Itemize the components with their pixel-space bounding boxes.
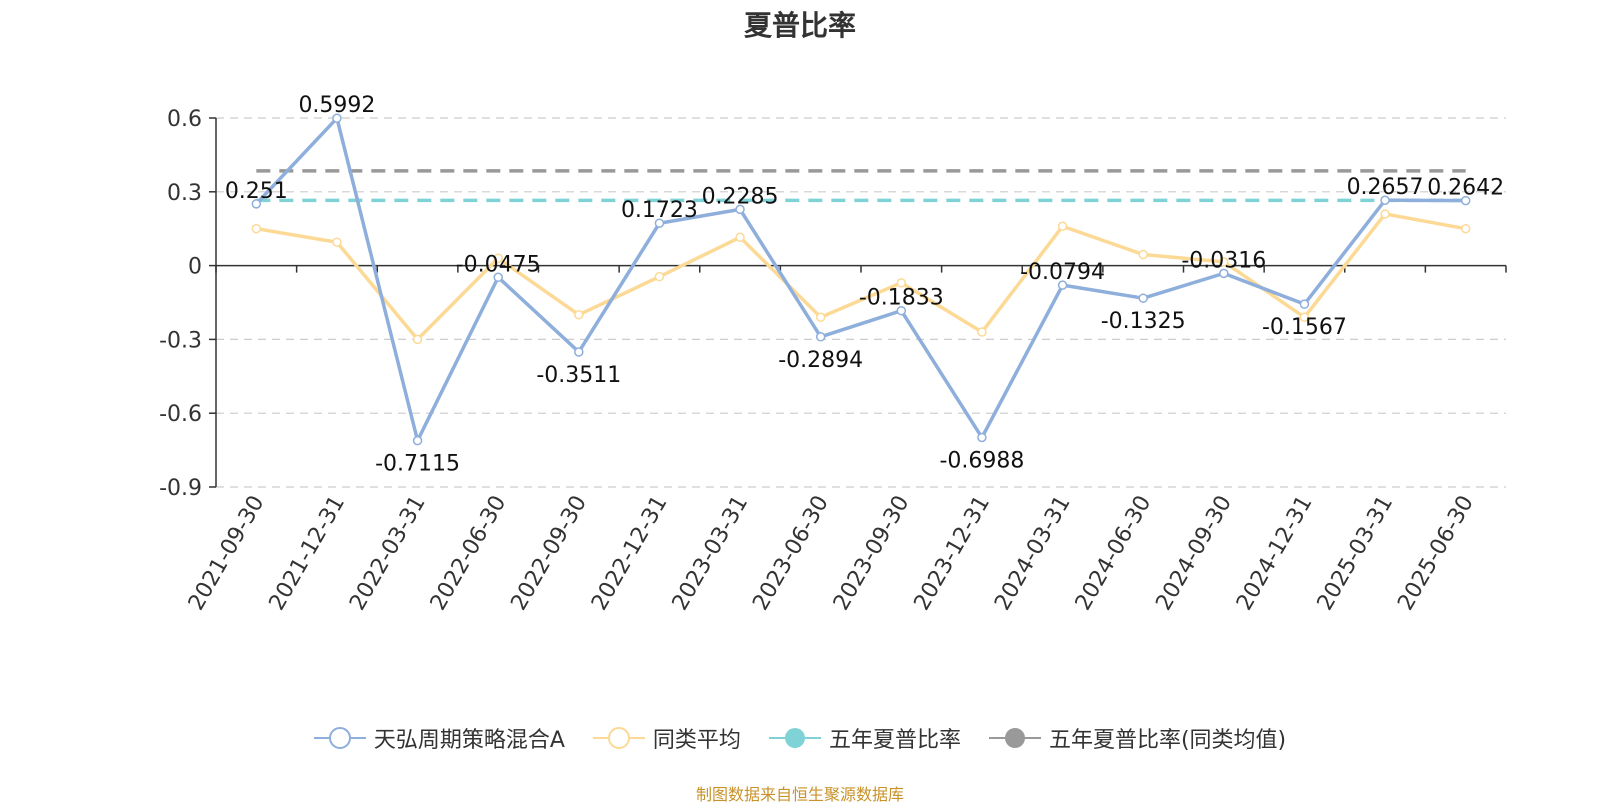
- y-tick-label: -0.9: [159, 476, 202, 501]
- x-tick-label: 2021-09-30: [184, 492, 270, 615]
- x-tick-label: 2023-03-31: [668, 492, 754, 615]
- peer-average-point: [493, 253, 503, 263]
- legend-label-five-year-peer: 五年夏普比率(同类均值): [1048, 728, 1287, 753]
- fund-point: [815, 332, 826, 342]
- legend-marker-peer-icon: [592, 727, 645, 749]
- chart-title: 夏普比率: [743, 9, 856, 42]
- x-tick-label: 2023-12-31: [910, 492, 996, 615]
- fund-data-label: 0.1723: [621, 198, 698, 223]
- legend-marker-five-year-icon: [768, 728, 821, 748]
- peer-average-point: [1299, 312, 1310, 323]
- fund-line: [255, 116, 1466, 443]
- legend-item-peer[interactable]: 同类平均: [592, 722, 741, 754]
- legend-label-peer: 同类平均: [652, 728, 741, 753]
- fund-point: [1057, 280, 1068, 290]
- y-tick-label: 0.6: [167, 107, 202, 132]
- legend: 天弘周期策略混合A 同类平均 五年夏普比率 五年夏普比率(同类均值): [0, 722, 1600, 754]
- x-tick-label: 2025-03-31: [1313, 492, 1399, 615]
- legend-label-five-year: 五年夏普比率: [828, 728, 961, 753]
- fund-point: [251, 199, 262, 209]
- fund-data-label: -0.1325: [1101, 309, 1186, 334]
- fund-data-label: -0.1567: [1262, 315, 1347, 340]
- peer-average-point: [977, 327, 987, 337]
- y-tick-label: -0.3: [159, 328, 202, 353]
- peer-average-point: [1460, 223, 1471, 234]
- fund-point: [332, 113, 342, 123]
- fund-data-label: -0.0316: [1181, 248, 1266, 273]
- x-tick-label: 2025-06-30: [1393, 492, 1479, 615]
- peer-average-point: [251, 223, 262, 234]
- peer-average-point: [574, 310, 584, 320]
- peer-average-point: [412, 334, 423, 345]
- fund-data-label: 0.5992: [298, 93, 375, 118]
- fund-data-label: -0.3511: [536, 363, 621, 388]
- fund-point: [896, 305, 907, 316]
- fund-point: [412, 435, 423, 446]
- fund-data-label: -0.0475: [456, 252, 541, 277]
- fund-data-label: 0.2285: [702, 184, 779, 209]
- fund-point: [493, 272, 503, 283]
- source-note: 制图数据来自恒生聚源数据库: [695, 785, 904, 804]
- legend-marker-fund-icon: [313, 727, 366, 749]
- fund-point: [1460, 195, 1471, 206]
- peer-average-point: [654, 271, 665, 282]
- legend-item-fund[interactable]: 天弘周期策略混合A: [313, 722, 565, 754]
- fund-data-label: -0.0794: [1020, 260, 1105, 285]
- x-tick-label: 2022-06-30: [426, 492, 512, 615]
- y-tick-label: 0: [188, 255, 202, 280]
- fund-data-label: -0.2894: [778, 348, 863, 373]
- legend-item-five-year[interactable]: 五年夏普比率: [768, 722, 961, 754]
- legend-label-fund: 天弘周期策略混合A: [373, 728, 565, 753]
- fund-data-label: -0.7115: [375, 452, 460, 477]
- x-tick-label: 2023-09-30: [829, 492, 915, 615]
- fund-point: [735, 204, 745, 215]
- x-tick-label: 2024-06-30: [1071, 492, 1157, 615]
- peer-average-point: [735, 232, 745, 243]
- peer-average-point: [896, 278, 907, 288]
- fund-data-label: -0.1833: [859, 286, 944, 311]
- peer-average-point: [332, 237, 342, 247]
- fund-point: [654, 218, 665, 228]
- legend-marker-five-year-peer-icon: [988, 728, 1041, 748]
- fund-data-label: -0.6988: [939, 449, 1024, 474]
- peer-average-point: [1138, 249, 1148, 260]
- legend-item-five-year-peer[interactable]: 五年夏普比率(同类均值): [988, 722, 1287, 754]
- y-tick-label: -0.6: [159, 402, 202, 427]
- fund-point: [1138, 293, 1148, 303]
- peer-average-point: [1380, 209, 1390, 219]
- x-tick-label: 2021-12-31: [265, 492, 351, 615]
- fund-point: [1219, 268, 1229, 279]
- fund-data-label: 0.2642: [1427, 176, 1504, 201]
- fund-point: [1380, 195, 1390, 205]
- peer-average-point: [1057, 221, 1068, 231]
- x-tick-label: 2022-03-31: [345, 492, 431, 615]
- y-tick-label: 0.3: [167, 181, 202, 206]
- fund-data-label: 0.2657: [1347, 175, 1424, 200]
- fund-point: [977, 432, 987, 443]
- x-tick-label: 2022-09-30: [506, 492, 592, 615]
- fund-data-label: 0.251: [225, 179, 288, 204]
- peer-average-point: [815, 312, 826, 323]
- x-tick-label: 2023-06-30: [748, 492, 834, 615]
- x-tick-label: 2022-12-31: [587, 492, 673, 615]
- x-tick-label: 2024-03-31: [990, 492, 1076, 615]
- fund-point: [1299, 299, 1310, 309]
- peer-average-point: [1219, 257, 1229, 267]
- fund-point: [574, 347, 584, 357]
- x-tick-label: 2024-12-31: [1232, 492, 1318, 615]
- x-tick-label: 2024-09-30: [1151, 492, 1237, 615]
